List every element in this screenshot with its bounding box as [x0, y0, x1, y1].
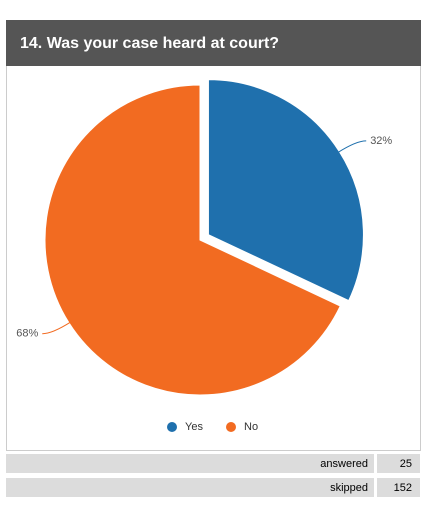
- title-bar: [6, 20, 421, 66]
- summary-label: skipped: [330, 482, 368, 494]
- summary-value-cell: [377, 454, 420, 473]
- summary-label-cell: [6, 454, 374, 473]
- leader-line: [42, 321, 72, 335]
- summary-value: 152: [394, 482, 412, 494]
- legend-label: No: [244, 421, 258, 433]
- summary-value: 25: [400, 458, 412, 470]
- legend-label: Yes: [185, 421, 203, 433]
- summary-label-cell: [6, 478, 374, 497]
- legend-marker: [226, 422, 236, 432]
- leader-line: [337, 140, 367, 154]
- summary-label: answered: [320, 458, 368, 470]
- data-label: 32%: [370, 135, 392, 147]
- data-label: 68%: [16, 328, 38, 340]
- chart-title: 14. Was your case heard at court?: [20, 35, 279, 52]
- summary-value-cell: [377, 478, 420, 497]
- legend-marker: [167, 422, 177, 432]
